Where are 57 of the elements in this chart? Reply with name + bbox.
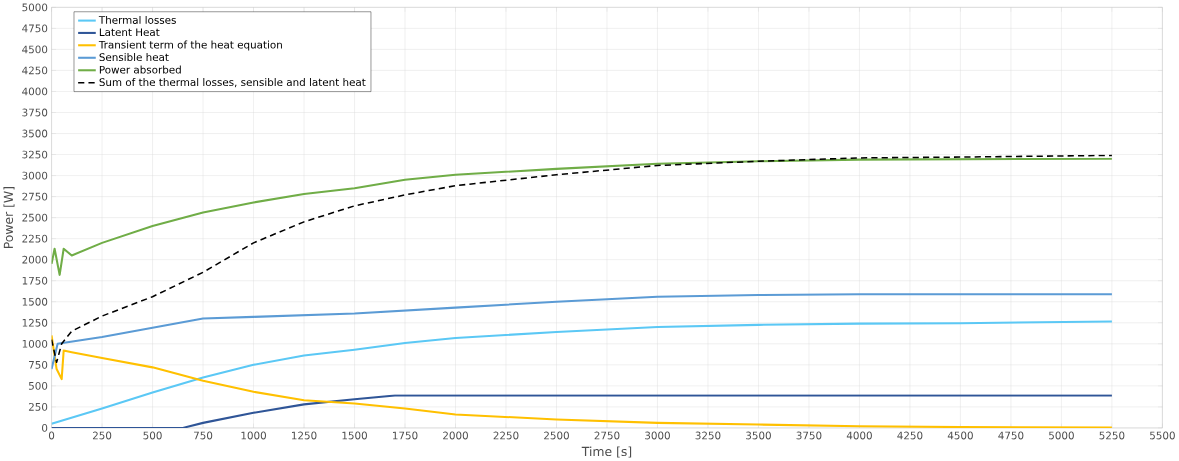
x-tick-label: 750 bbox=[194, 431, 213, 440]
x-tick-label: 250 bbox=[92, 431, 112, 440]
y-tick-label: 4500 bbox=[22, 45, 48, 54]
y-tick-label: 4000 bbox=[22, 87, 48, 96]
y-tick-label: 0 bbox=[42, 424, 48, 432]
y-tick-label: 500 bbox=[28, 381, 48, 390]
legend-label: Latent Heat bbox=[99, 28, 160, 37]
y-tick-label: 4750 bbox=[22, 24, 48, 33]
y-tick-label: 3250 bbox=[22, 150, 48, 159]
x-axis-title: Time [s] bbox=[581, 446, 632, 458]
y-tick-label: 3750 bbox=[22, 108, 48, 117]
x-tick-label: 5250 bbox=[1099, 431, 1125, 440]
y-tick-label: 2000 bbox=[22, 255, 48, 264]
x-tick-label: 2000 bbox=[443, 431, 468, 440]
x-tick-label: 4500 bbox=[947, 431, 973, 440]
x-tick-label: 2750 bbox=[594, 431, 620, 440]
x-tick-label: 5500 bbox=[1150, 431, 1175, 440]
y-tick-label: 3000 bbox=[22, 171, 48, 180]
x-tick-label: 5000 bbox=[1049, 431, 1074, 440]
y-tick-label: 750 bbox=[29, 360, 48, 369]
y-tick-label: 4250 bbox=[22, 66, 48, 75]
y-tick-label: 2750 bbox=[22, 192, 48, 201]
y-tick-label: 3500 bbox=[22, 129, 48, 138]
y-tick-label: 1000 bbox=[22, 339, 48, 348]
x-tick-label: 3500 bbox=[746, 431, 771, 440]
y-tick-label: 1250 bbox=[22, 318, 48, 327]
x-tick-label: 3250 bbox=[695, 431, 721, 440]
x-tick-label: 4000 bbox=[846, 431, 872, 440]
y-tick-label: 2500 bbox=[22, 213, 48, 222]
x-tick-label: 3750 bbox=[796, 431, 822, 440]
y-tick-label: 1500 bbox=[22, 297, 48, 306]
legend-label: Power absorbed bbox=[99, 65, 181, 74]
line-series bbox=[51, 334, 1113, 428]
x-tick-label: 4750 bbox=[998, 431, 1024, 440]
line-series bbox=[51, 154, 1113, 364]
y-axis-title: Power [W] bbox=[3, 187, 15, 249]
line-series bbox=[51, 293, 1113, 371]
x-tick-label: 1250 bbox=[292, 431, 317, 440]
y-tick-label: 1750 bbox=[22, 276, 48, 285]
line-series bbox=[51, 157, 1113, 276]
x-tick-label: 1500 bbox=[342, 431, 367, 440]
legend-label: Sum of the thermal losses, sensible and latent heat bbox=[99, 78, 366, 88]
x-tick-label: 1750 bbox=[393, 431, 418, 440]
x-tick-label: 2500 bbox=[544, 431, 569, 440]
legend-label: Sensible heat bbox=[99, 53, 169, 62]
x-tick-label: 500 bbox=[143, 431, 162, 440]
x-tick-label: 2250 bbox=[493, 431, 519, 440]
y-tick-label: 2250 bbox=[22, 234, 48, 243]
legend-label: Thermal losses bbox=[98, 15, 176, 24]
y-tick-label: 5000 bbox=[22, 3, 48, 12]
line-series bbox=[51, 320, 1113, 425]
x-tick-label: 0 bbox=[48, 431, 55, 440]
legend-label: Transient term of the heat equation bbox=[98, 40, 282, 51]
y-tick-label: 250 bbox=[28, 402, 48, 411]
x-tick-label: 3000 bbox=[645, 431, 670, 440]
x-tick-label: 4250 bbox=[897, 431, 923, 440]
x-tick-label: 1000 bbox=[241, 431, 266, 440]
